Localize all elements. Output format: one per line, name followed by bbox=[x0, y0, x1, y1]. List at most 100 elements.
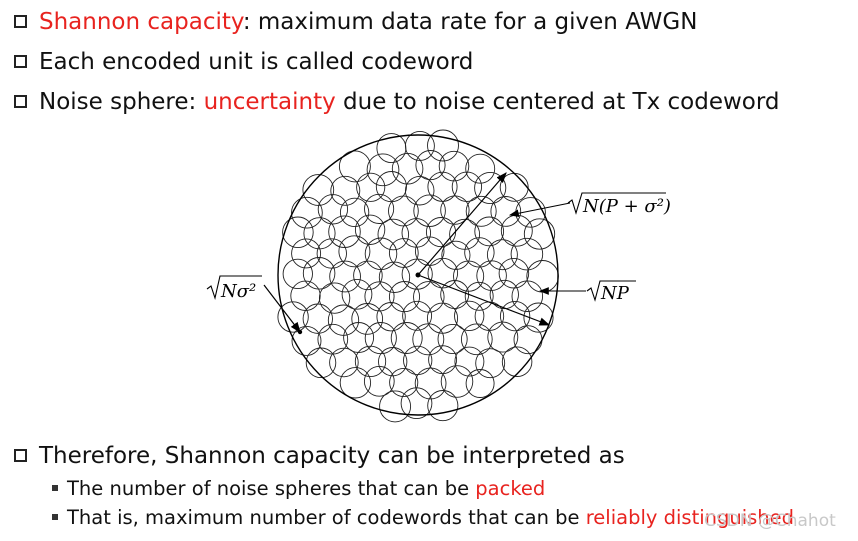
noise-sphere bbox=[341, 278, 373, 310]
square-bullet-icon bbox=[52, 485, 58, 491]
noise-sphere bbox=[440, 365, 474, 398]
noise-sphere bbox=[363, 365, 395, 397]
radius-arrow-outer bbox=[417, 172, 507, 276]
term-uncertainty: uncertainty bbox=[203, 89, 336, 115]
noise-sphere bbox=[364, 281, 395, 312]
noise-sphere bbox=[523, 218, 556, 250]
noise-sphere bbox=[451, 171, 483, 202]
label-sqrt-n-p-sigma2: N(P + σ²) bbox=[567, 192, 671, 217]
bullet-text: Noise sphere: bbox=[39, 89, 204, 115]
noise-sphere bbox=[318, 282, 351, 314]
noise-sphere bbox=[302, 303, 333, 334]
noise-sphere bbox=[277, 301, 309, 333]
label-sqrt-np: NP bbox=[586, 280, 636, 304]
noise-sphere bbox=[290, 280, 321, 311]
noise-sphere bbox=[354, 345, 387, 378]
noise-sphere bbox=[330, 175, 361, 206]
noise-sphere bbox=[526, 260, 559, 293]
noise-sphere bbox=[440, 195, 470, 225]
noise-sphere bbox=[317, 194, 349, 225]
noise-sphere bbox=[291, 238, 322, 269]
noise-sphere bbox=[490, 196, 522, 227]
noise-sphere bbox=[489, 279, 519, 310]
label-text: NP bbox=[600, 283, 630, 304]
sub-bullet-text: The number of noise spheres that can be bbox=[67, 477, 476, 500]
bullet-text: Each encoded unit is called codeword bbox=[39, 49, 474, 75]
noise-sphere bbox=[329, 260, 361, 293]
noise-spheres bbox=[277, 129, 559, 423]
noise-sphere bbox=[303, 217, 336, 250]
noise-sphere bbox=[415, 150, 446, 181]
noise-sphere bbox=[291, 196, 323, 229]
checkbox-bullet-icon bbox=[14, 55, 27, 68]
noise-sphere bbox=[391, 152, 424, 185]
noise-sphere bbox=[464, 281, 494, 311]
noise-sphere bbox=[388, 238, 419, 268]
noise-sphere bbox=[404, 130, 435, 161]
noise-radius-arrow bbox=[263, 284, 301, 333]
sub-bullet-text: That is, maximum number of codewords tha… bbox=[67, 506, 586, 529]
noise-sphere bbox=[401, 258, 433, 290]
noise-sphere bbox=[305, 347, 337, 379]
noise-sphere bbox=[366, 153, 400, 187]
noise-sphere bbox=[513, 325, 543, 355]
noise-sphere bbox=[338, 235, 371, 268]
noise-sphere bbox=[427, 171, 458, 202]
term-shannon-capacity: Shannon capacity bbox=[39, 9, 243, 35]
noise-sphere bbox=[317, 323, 349, 355]
label-text: N(P + σ²) bbox=[582, 196, 671, 217]
noise-sphere bbox=[523, 302, 554, 333]
checkbox-bullet-icon bbox=[14, 15, 27, 28]
leader-arrow-outer bbox=[508, 202, 571, 218]
noise-sphere bbox=[501, 346, 533, 377]
noise-sphere bbox=[400, 387, 433, 420]
noise-sphere bbox=[375, 171, 407, 203]
noise-sphere bbox=[378, 347, 408, 377]
sqrt-sign-icon bbox=[586, 280, 636, 302]
label-text: Nσ² bbox=[220, 281, 256, 302]
checkbox-bullet-icon bbox=[14, 449, 27, 462]
watermark: CSDN @Chahot bbox=[704, 511, 836, 531]
sqrt-sign-icon bbox=[206, 275, 262, 301]
noise-sphere bbox=[438, 150, 470, 182]
noise-sphere bbox=[378, 261, 411, 293]
noise-sphere bbox=[414, 367, 447, 400]
noise-sphere bbox=[353, 260, 383, 291]
noise-sphere bbox=[404, 175, 435, 206]
noise-sphere bbox=[454, 300, 485, 332]
noise-sphere bbox=[441, 240, 471, 270]
noise-sphere bbox=[339, 367, 372, 399]
noise-sphere bbox=[475, 348, 506, 379]
term-packed: packed bbox=[475, 477, 546, 500]
bullet-therefore: Therefore, Shannon capacity can be inter… bbox=[14, 442, 625, 470]
noise-sphere bbox=[377, 218, 410, 251]
noise-sphere bbox=[486, 239, 518, 271]
noise-sphere bbox=[282, 216, 314, 249]
noise-sphere bbox=[302, 257, 336, 290]
noise-sphere bbox=[364, 193, 395, 224]
noise-sphere bbox=[356, 172, 386, 202]
noise-sphere bbox=[351, 303, 384, 335]
noise-sphere bbox=[465, 195, 497, 227]
noise-sphere bbox=[379, 390, 412, 423]
bullet-text: due to noise centered at Tx codeword bbox=[335, 89, 780, 115]
noise-sphere bbox=[291, 325, 322, 356]
noise-sphere bbox=[427, 390, 459, 422]
sub-bullet-distinguished: That is, maximum number of codewords tha… bbox=[52, 506, 794, 530]
noise-sphere bbox=[338, 150, 371, 183]
noise-sphere bbox=[454, 346, 485, 377]
noise-sphere bbox=[328, 215, 361, 248]
noise-sphere bbox=[427, 129, 459, 162]
noise-sphere bbox=[413, 194, 446, 227]
sub-bullet-packed: The number of noise spheres that can be … bbox=[52, 477, 545, 501]
noise-sphere bbox=[412, 323, 445, 356]
bullet-shannon-capacity: Shannon capacity: maximum data rate for … bbox=[14, 8, 697, 36]
bullet-text: : maximum data rate for a given AWGN bbox=[242, 9, 698, 35]
noise-sphere bbox=[390, 322, 423, 354]
term-reliably-distinguished: reliably distinguished bbox=[585, 506, 795, 529]
outer-sphere bbox=[277, 134, 559, 416]
noise-sphere bbox=[329, 347, 359, 378]
noise-sphere bbox=[460, 323, 493, 356]
noise-sphere bbox=[376, 302, 406, 332]
bullet-text: Therefore, Shannon capacity can be inter… bbox=[39, 443, 625, 469]
